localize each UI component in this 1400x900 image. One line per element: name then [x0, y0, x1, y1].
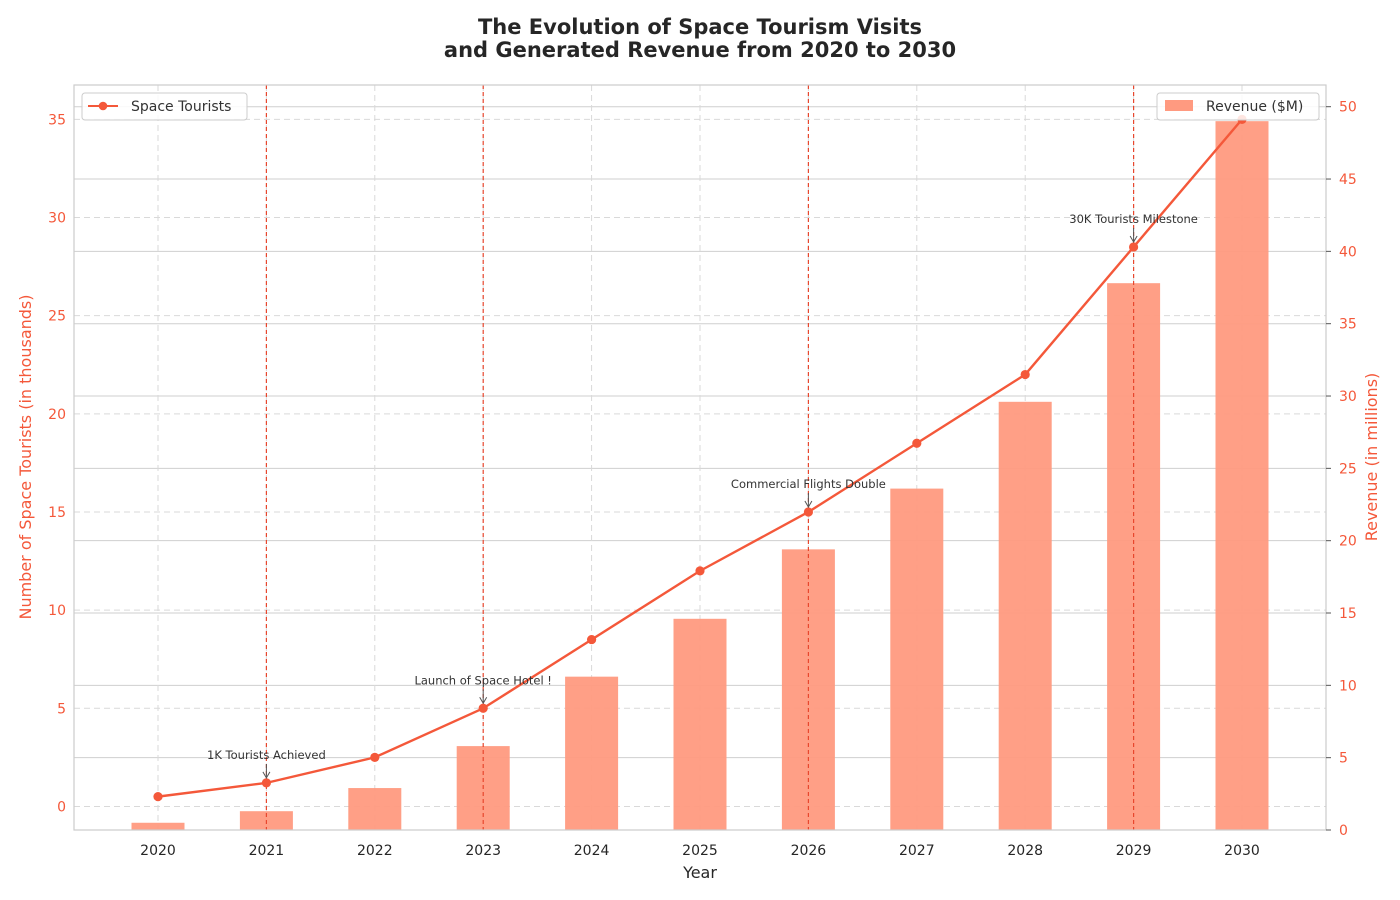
revenue-bar — [348, 788, 402, 830]
x-tick-label: 2027 — [899, 843, 935, 859]
x-axis-ticks: 2020 2021 2022 2023 2024 2025 2026 2027 2028 2029… — [140, 843, 1260, 859]
right-tick-label: 40 — [1339, 244, 1357, 260]
annotation-arrow-head — [1129, 235, 1138, 243]
space-tourists-point — [587, 634, 597, 645]
revenue-bar — [890, 488, 944, 830]
space-tourists-point — [478, 703, 488, 713]
revenue-bar — [565, 676, 619, 830]
left-tick-label: 15 — [48, 505, 66, 521]
left-tick-label: 10 — [48, 603, 66, 619]
right-axis-ticks: 0 5 10 15 20 25 30 35 40 45 50 — [1326, 100, 1357, 839]
space-tourists-point — [912, 438, 922, 448]
revenue-bar — [998, 401, 1052, 830]
chart-title-line-2: and Generated Revenue from 2020 to 2030 — [444, 38, 956, 62]
legend-marker-swatch — [98, 101, 108, 111]
x-tick-label: 2022 — [357, 843, 393, 859]
legend-label-revenue: Revenue ($M) — [1206, 99, 1303, 115]
revenue-bar — [131, 822, 185, 830]
x-axis-label: Year — [682, 863, 717, 882]
right-tick-label: 5 — [1339, 751, 1348, 767]
annotation-label: 30K Tourists Milestone — [1069, 212, 1198, 226]
milestone-lines — [265, 85, 1135, 830]
x-tick-label: 2025 — [682, 843, 718, 859]
space-tourists-point — [1020, 369, 1030, 380]
x-tick-label: 2020 — [140, 843, 176, 859]
annotation-label: Launch of Space Hotel ! — [414, 673, 551, 687]
right-tick-label: 25 — [1339, 461, 1357, 477]
annotation-label: 1K Tourists Achieved — [207, 748, 326, 762]
annotation-arrow-head — [804, 500, 813, 508]
space-tourists-point — [803, 507, 814, 517]
right-tick-label: 10 — [1339, 678, 1357, 694]
annotation-label: Commercial Flights Double — [731, 477, 886, 491]
x-tick-label: 2029 — [1116, 843, 1152, 859]
legend-left-box — [81, 92, 248, 121]
left-tick-label: 30 — [48, 211, 66, 227]
x-tick-label: 2021 — [249, 843, 285, 859]
annotation-arrow-head — [262, 771, 271, 779]
legend-bar-swatch — [1165, 100, 1193, 111]
right-tick-label: 0 — [1339, 823, 1348, 839]
chart-title-line-1: The Evolution of Space Tourism Visits — [478, 15, 922, 39]
left-tick-label: 0 — [57, 799, 66, 815]
legend-label-space-tourists: Space Tourists — [131, 99, 231, 115]
space-tourists-point — [370, 752, 380, 762]
x-tick-label: 2026 — [791, 843, 827, 859]
revenue-bar — [673, 618, 727, 830]
space-tourists-point — [695, 566, 705, 576]
space-tourists-point — [153, 792, 163, 802]
right-tick-label: 45 — [1339, 172, 1357, 188]
left-tick-label: 25 — [48, 309, 66, 325]
revenue-bar — [1215, 121, 1269, 831]
legend-revenue: Revenue ($M) — [1156, 92, 1320, 121]
right-tick-label: 15 — [1339, 606, 1357, 622]
x-tick-label: 2024 — [574, 843, 610, 859]
chart-title: The Evolution of Space Tourism Visits an… — [444, 15, 956, 62]
space-tourists-point — [261, 778, 271, 788]
left-tick-label: 35 — [48, 112, 66, 128]
x-tick-label: 2023 — [465, 843, 501, 859]
space-tourists-line-series — [153, 114, 1247, 802]
annotation-arrow-head — [479, 697, 488, 705]
x-tick-label: 2028 — [1007, 843, 1043, 859]
legend-space-tourists: Space Tourists — [81, 92, 248, 121]
revenue-bars — [131, 121, 1269, 831]
left-tick-label: 20 — [48, 407, 66, 423]
right-axis-label: Revenue (in millions) — [1362, 373, 1381, 542]
annotations: 1K Tourists Achieved Launch of Space Hote… — [207, 212, 1198, 779]
x-tick-label: 2030 — [1224, 843, 1260, 859]
legend-right-box — [1156, 92, 1320, 121]
plot-frame — [73, 84, 1327, 831]
right-tick-label: 30 — [1339, 389, 1357, 405]
left-tick-label: 5 — [57, 701, 66, 717]
right-tick-label: 20 — [1339, 534, 1357, 550]
right-tick-label: 35 — [1339, 317, 1357, 333]
right-tick-label: 50 — [1339, 100, 1357, 116]
space-tourists-point — [1129, 242, 1139, 252]
left-axis-label: Number of Space Tourists (in thousands) — [16, 294, 35, 619]
left-axis-ticks: 0 5 10 15 20 25 30 35 — [48, 112, 66, 815]
